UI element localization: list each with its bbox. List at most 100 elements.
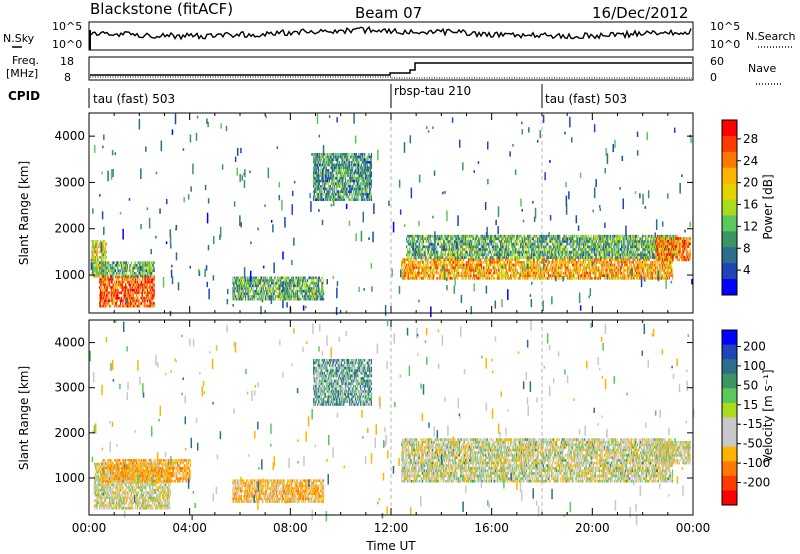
echo-cell (137, 302, 139, 305)
echo-cell (344, 158, 346, 161)
echo-cell (349, 174, 352, 177)
echo-cell (97, 245, 99, 249)
echo-cell (283, 287, 285, 290)
echo-cell (145, 304, 147, 308)
echo-cell (283, 279, 285, 282)
echo-cell (119, 275, 121, 279)
echo-cell (467, 266, 469, 269)
echo-cell (536, 266, 538, 269)
echo-cell (288, 295, 290, 298)
echo-cell (325, 168, 327, 172)
echo-cell (113, 288, 115, 292)
echo-cell (305, 297, 307, 301)
echo-cell (103, 266, 105, 270)
echo-cell (102, 296, 104, 300)
echo-cell (291, 297, 293, 301)
echo-cell (287, 295, 289, 298)
echo-cell (97, 272, 99, 275)
echo-cell (318, 152, 320, 156)
echo-cell (552, 269, 554, 272)
echo-cell (453, 250, 456, 254)
echo-cell (640, 271, 643, 275)
echo-cell (318, 295, 320, 298)
echo-cell (319, 174, 321, 177)
echo-cell (109, 266, 112, 270)
echo-cell (364, 179, 366, 183)
echo-cell (292, 289, 294, 293)
echo-cell (558, 277, 560, 280)
echo-cell (261, 284, 263, 288)
echo-cell (102, 272, 104, 275)
echo-cell (287, 281, 289, 285)
echo-cell (261, 297, 263, 301)
echo-cell (297, 281, 299, 285)
echo-cell (367, 158, 369, 161)
echo-cell (468, 274, 470, 277)
echo-cell (321, 176, 323, 180)
echo-cell (421, 242, 423, 246)
echo-cell (312, 168, 315, 172)
echo-cell (100, 258, 102, 262)
echo-cell (93, 264, 95, 267)
echo-cell (569, 266, 571, 269)
echo-cell (313, 158, 315, 161)
echo-cell (604, 274, 606, 277)
echo-cell (557, 263, 560, 267)
echo-cell (594, 261, 596, 264)
echo-cell (126, 288, 128, 292)
echo-cell (132, 304, 134, 308)
echo-cell (100, 280, 102, 284)
echo-cell (370, 187, 372, 191)
echo-cell (268, 287, 270, 290)
echo-cell (130, 269, 132, 273)
echo-cell (356, 192, 358, 196)
echo-cell (146, 304, 148, 308)
echo-cell (316, 160, 318, 164)
echo-cell (461, 277, 463, 280)
echo-cell (133, 288, 135, 292)
echo-cell (112, 294, 114, 297)
echo-cell (307, 295, 309, 298)
echo-cell (245, 284, 248, 288)
echo-cell (112, 299, 114, 303)
echo-cell (139, 288, 141, 292)
echo-cell (248, 281, 250, 285)
echo-cell (270, 276, 272, 280)
echo-cell (280, 279, 282, 282)
echo-cell (103, 248, 105, 251)
echo-cell (565, 263, 567, 267)
echo-cell (575, 277, 577, 280)
echo-cell (151, 294, 154, 297)
echo-cell (424, 253, 426, 257)
echo-cell (124, 274, 126, 278)
echo-cell (419, 253, 421, 257)
echo-cell (369, 184, 371, 188)
echo-cell (636, 261, 638, 264)
echo-cell (366, 184, 368, 188)
echo-cell (414, 263, 416, 267)
echo-cell (670, 263, 672, 267)
echo-cell (253, 295, 255, 298)
echo-cell (104, 269, 106, 273)
echo-cell (443, 245, 445, 249)
echo-cell (528, 269, 530, 272)
echo-cell (110, 280, 112, 284)
echo-cell (103, 299, 105, 303)
echo-cell (313, 163, 315, 167)
echo-cell (94, 250, 97, 254)
echo-cell (443, 237, 445, 241)
echo-cell (250, 295, 252, 298)
echo-cell (298, 295, 300, 298)
echo-cell (314, 190, 316, 193)
echo-cell (96, 264, 98, 267)
echo-cell (604, 266, 606, 269)
echo-cell (286, 289, 288, 293)
echo-cell (240, 295, 242, 298)
noise-right-tick-bottom: 10^0 (710, 38, 740, 51)
echo-cell (338, 190, 340, 193)
echo-cell (115, 299, 117, 303)
echo-cell (123, 294, 125, 297)
echo-cell (320, 279, 322, 282)
echo-cell (109, 274, 112, 278)
echo-cell (291, 281, 293, 285)
